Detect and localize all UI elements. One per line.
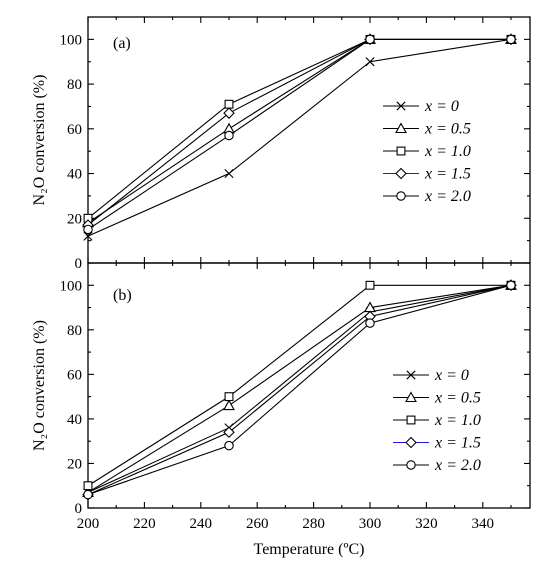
x-tick-label: 240 (190, 516, 213, 532)
x-tick-label: 220 (133, 516, 156, 532)
y-axis-label: N₂O conversion (%) (31, 75, 48, 206)
legend-marker (396, 146, 406, 156)
data-point (223, 399, 235, 411)
data-point (223, 426, 235, 439)
x-tick-label: 200 (77, 516, 100, 532)
panel-label: (b) (113, 287, 132, 304)
data-point (224, 99, 234, 109)
data-point (83, 481, 93, 491)
legend-label: x = 0 (424, 98, 459, 115)
data-point (506, 280, 516, 291)
data-point (224, 440, 234, 451)
data-point (365, 280, 375, 290)
y-tick-label: 0 (75, 256, 83, 272)
data-point (83, 231, 93, 241)
y-tick-label: 60 (67, 122, 82, 138)
plot-frame (87, 16, 531, 264)
legend-marker (405, 391, 417, 403)
data-point (83, 224, 93, 235)
y-tick-label: 20 (67, 211, 82, 227)
legend-label: x = 0 (434, 367, 469, 384)
series-line (87, 284, 512, 493)
series-line (87, 284, 511, 487)
data-point (83, 489, 93, 500)
legend-label: x = 2.0 (434, 457, 481, 474)
panel-b: 0 20 40 60 80 100 200 220 240 260 280 300 320 340 N₂O … (31, 262, 531, 558)
x-tick-label: 280 (302, 516, 325, 532)
data-point (224, 392, 234, 402)
data-point (365, 34, 375, 45)
legend-label: x = 1.0 (424, 143, 471, 160)
legend-marker (396, 101, 406, 111)
panel-a: 0 20 40 60 80 100 N₂O conversion (%) (a) x = 0 x … (31, 16, 531, 272)
series-line (87, 284, 512, 493)
legend-marker (396, 191, 406, 201)
legend-label: x = 0.5 (434, 390, 481, 407)
series-line (87, 284, 512, 496)
y-tick-label: 100 (60, 32, 83, 48)
legend-marker (395, 167, 407, 180)
y-tick-label: 40 (67, 167, 82, 183)
data-point (224, 168, 234, 179)
legend-label: x = 0.5 (424, 121, 471, 138)
legend-label: x = 1.5 (434, 435, 481, 452)
legend-label: x = 1.5 (424, 166, 471, 183)
data-point (365, 57, 375, 67)
legend-label: x = 2.0 (424, 188, 471, 205)
x-tick-label: 300 (359, 516, 382, 532)
y-tick-label: 80 (67, 77, 82, 93)
y-tick-label: 80 (67, 323, 82, 339)
legend-marker (406, 460, 416, 470)
x-axis-label: Temperature (ºC) (254, 541, 365, 558)
data-point (223, 107, 235, 119)
plot-frame (87, 262, 531, 509)
y-axis-label: N₂O conversion (%) (31, 320, 48, 451)
y-tick-label: 60 (67, 367, 82, 383)
data-point (506, 34, 516, 45)
data-point (224, 130, 234, 141)
panel-label: (a) (113, 35, 131, 52)
y-tick-label: 40 (67, 412, 82, 428)
y-tick-label: 0 (75, 501, 83, 517)
x-tick-label: 340 (472, 516, 495, 532)
series-line (87, 38, 511, 230)
legend-marker (406, 415, 416, 425)
legend-marker (406, 370, 416, 380)
y-tick-label: 20 (67, 456, 82, 472)
legend-label: x = 1.0 (434, 412, 481, 429)
legend-marker (405, 436, 417, 449)
series-line (87, 284, 512, 496)
y-tick-label: 100 (60, 278, 83, 294)
x-tick-label: 320 (415, 516, 438, 532)
x-tick-label: 260 (246, 516, 269, 532)
legend-marker (395, 122, 407, 134)
data-point (365, 318, 375, 328)
series-line (87, 38, 512, 237)
